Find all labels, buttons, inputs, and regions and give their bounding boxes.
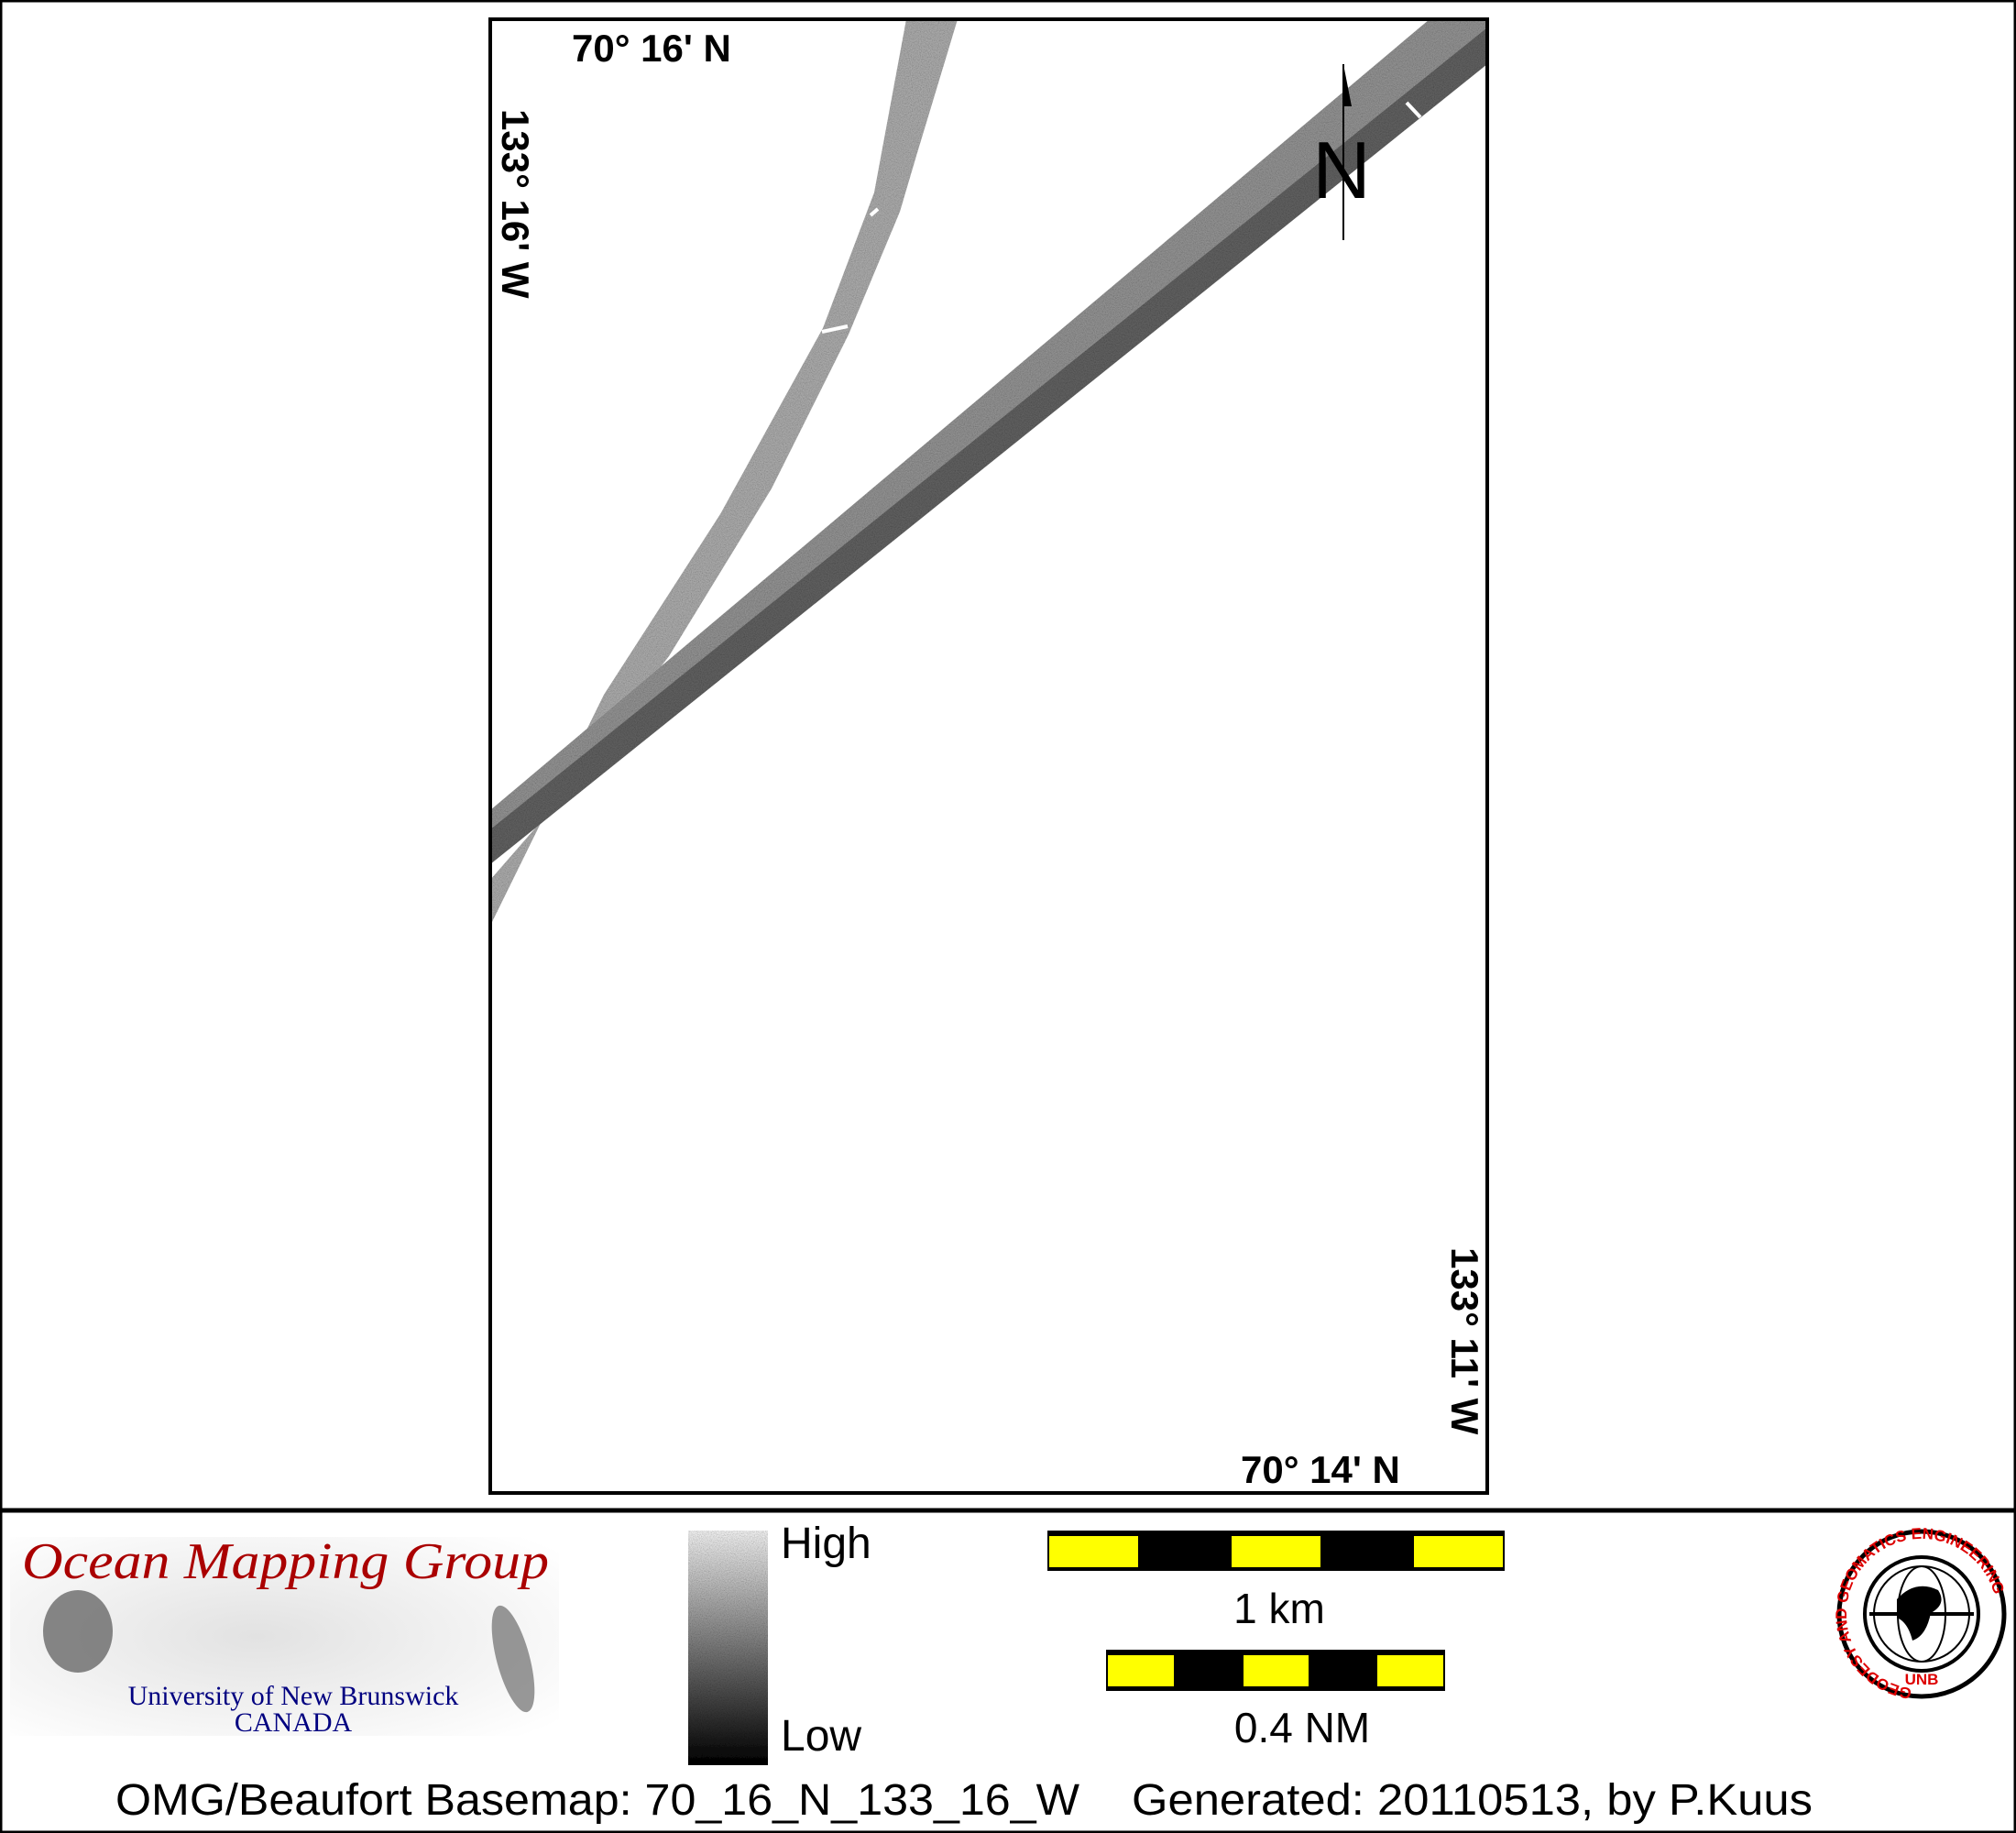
svg-text:Ocean Mapping Group: Ocean Mapping Group: [22, 1533, 549, 1590]
right-longitude-label: 133° 11' W: [1443, 1247, 1486, 1435]
unb-geodesy-logo: GEODESY AND GEOMATICS ENGINEERING UNB: [1833, 1525, 2008, 1702]
svg-text:CANADA: CANADA: [235, 1707, 353, 1738]
scale-bar-km: 1 km: [1047, 1531, 1505, 1632]
footer-generated: Generated: 20110513, by P.Kuus: [1132, 1776, 1813, 1825]
swath-gap: [1405, 101, 1422, 119]
scale-bar-nm-label: 0.4 NM: [1234, 1704, 1370, 1751]
straight-swath-dark: [490, 27, 1487, 864]
left-longitude-label: 133° 16' W: [494, 109, 537, 299]
colorbar-low-label: Low: [781, 1712, 861, 1761]
intensity-colorbar: [688, 1531, 768, 1765]
scale-bar-nm: 0.4 NM: [1106, 1650, 1445, 1751]
north-arrow-icon: N: [1312, 64, 1371, 240]
footer-basemap-name: OMG/Beaufort Basemap: 70_16_N_133_16_W: [115, 1776, 1080, 1825]
swath-gap: [869, 207, 880, 217]
curved-swath: [490, 19, 958, 926]
bottom-latitude-label: 70° 14' N: [1241, 1448, 1400, 1491]
omg-logo: Ocean Mapping Group University of New Br…: [10, 1533, 559, 1738]
colorbar-high-label: High: [781, 1520, 871, 1568]
svg-text:N: N: [1312, 125, 1371, 215]
top-latitude-label: 70° 16' N: [572, 27, 731, 70]
swath-gap: [821, 324, 849, 334]
sonar-swaths: [490, 19, 1487, 926]
scale-bar-km-label: 1 km: [1233, 1585, 1325, 1632]
svg-text:UNB: UNB: [1905, 1671, 1939, 1688]
svg-text:University of New Brunswick: University of New Brunswick: [128, 1681, 459, 1711]
map-frame[interactable]: [488, 17, 1489, 1495]
